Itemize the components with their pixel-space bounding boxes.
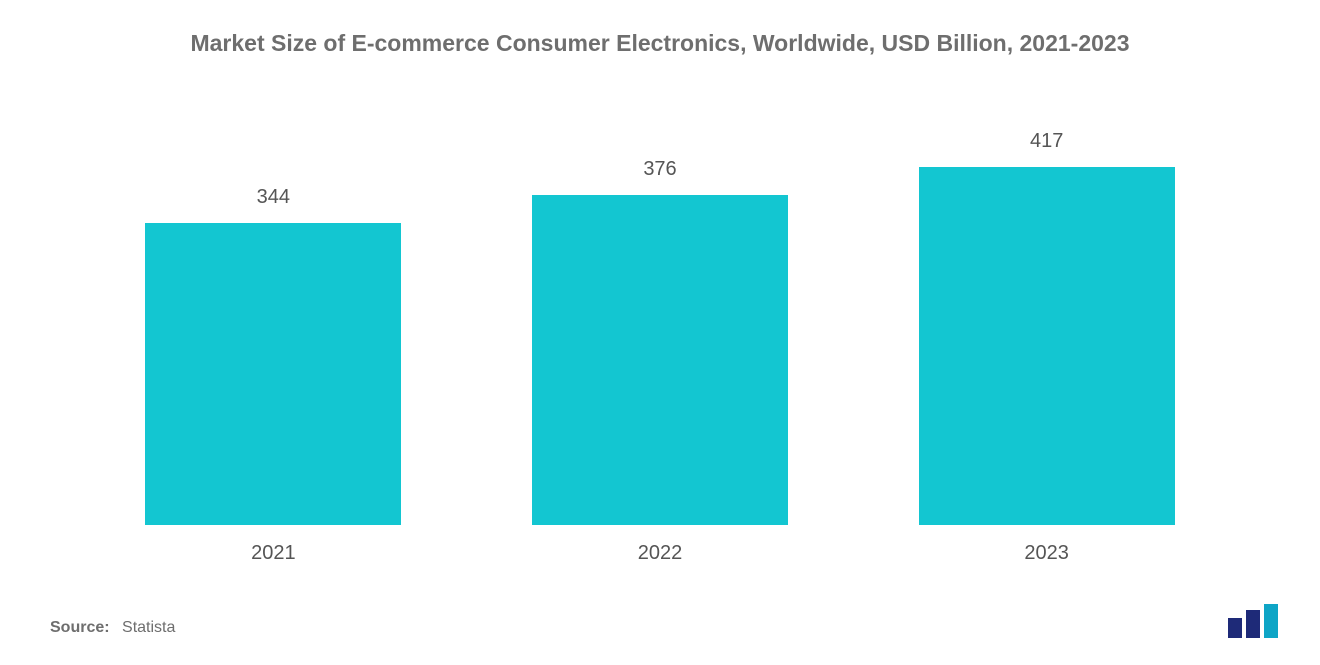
plot-area: 344 376 417 <box>80 130 1240 525</box>
x-axis-label: 2023 <box>853 542 1240 565</box>
bars-row: 344 376 417 <box>80 130 1240 525</box>
bar-group: 344 <box>80 130 467 525</box>
bar-group: 376 <box>467 130 854 525</box>
bar <box>532 195 788 525</box>
x-axis-label: 2021 <box>80 542 467 565</box>
chart-title: Market Size of E-commerce Consumer Elect… <box>0 30 1320 57</box>
bar-value-label: 417 <box>1030 130 1063 153</box>
x-axis-label: 2022 <box>467 542 854 565</box>
x-axis-labels: 202120222023 <box>80 542 1240 565</box>
logo-icon <box>1226 604 1282 638</box>
source-attribution: Source: Statista <box>50 619 175 637</box>
bar <box>145 223 401 525</box>
bar <box>919 167 1175 525</box>
brand-logo <box>1226 604 1282 643</box>
chart-container: Market Size of E-commerce Consumer Elect… <box>0 0 1320 665</box>
source-label: Source: <box>50 619 110 636</box>
bar-value-label: 344 <box>257 186 290 209</box>
source-value: Statista <box>122 619 175 636</box>
bar-group: 417 <box>853 130 1240 525</box>
bar-value-label: 376 <box>643 158 676 181</box>
